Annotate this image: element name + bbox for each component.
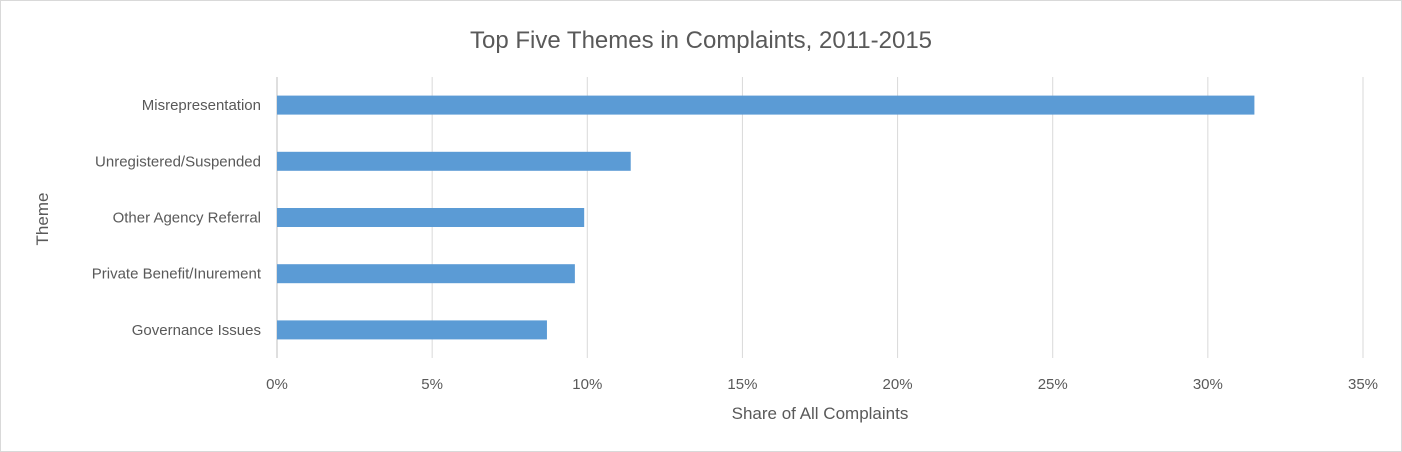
category-label: Other Agency Referral — [113, 210, 261, 227]
x-tick-label: 35% — [1348, 376, 1378, 393]
category-label: Unregistered/Suspended — [95, 153, 261, 170]
y-axis-title: Theme — [33, 193, 52, 246]
bar — [277, 264, 575, 284]
category-label: Private Benefit/Inurement — [92, 266, 262, 283]
chart-title: Top Five Themes in Complaints, 2011-2015 — [470, 27, 932, 54]
category-label: Misrepresentation — [142, 97, 261, 114]
bars — [277, 95, 1255, 340]
bar — [277, 320, 547, 340]
x-tick-label: 10% — [572, 376, 602, 393]
x-tick-label: 15% — [727, 376, 757, 393]
bar — [277, 208, 585, 227]
x-tick-label: 0% — [266, 376, 288, 393]
category-label: Governance Issues — [132, 322, 261, 339]
x-tick-labels: 0% 5% 10% 15% 20% 25% 30% 35% — [266, 376, 1378, 393]
x-tick-label: 25% — [1038, 376, 1068, 393]
bar — [277, 95, 1255, 115]
gridlines — [276, 77, 1364, 358]
x-tick-label: 30% — [1193, 376, 1223, 393]
x-tick-label: 5% — [421, 376, 443, 393]
x-tick-label: 20% — [883, 376, 913, 393]
category-labels: Misrepresentation Unregistered/Suspended O… — [92, 97, 262, 339]
bar — [277, 151, 631, 171]
x-axis-title: Share of All Complaints — [732, 404, 909, 423]
